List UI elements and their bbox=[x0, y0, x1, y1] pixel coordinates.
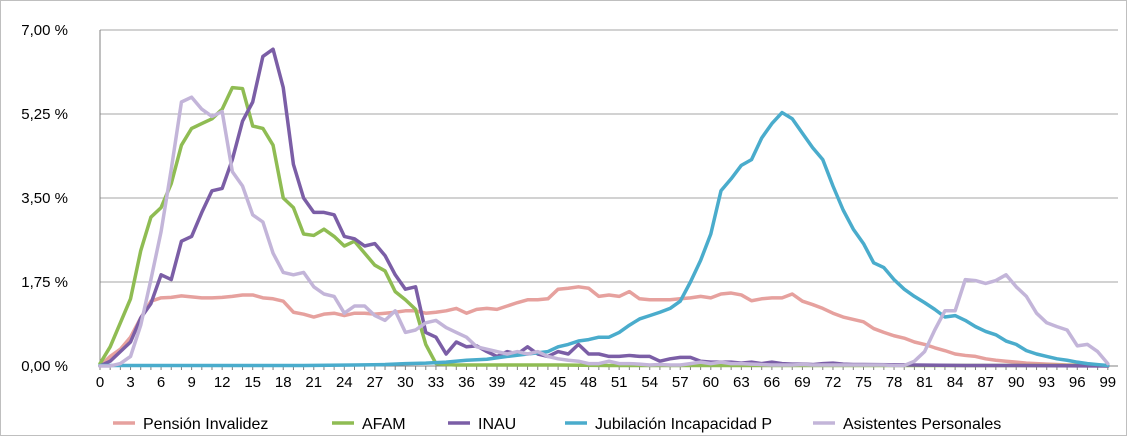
x-tick-label: 87 bbox=[977, 374, 994, 391]
x-tick-label: 27 bbox=[367, 374, 384, 391]
x-tick-label: 72 bbox=[825, 374, 842, 391]
x-tick-label: 66 bbox=[764, 374, 781, 391]
x-tick-label: 3 bbox=[126, 374, 134, 391]
series-line-4 bbox=[98, 95, 1110, 368]
legend-label: Pensión Invalidez bbox=[143, 416, 268, 433]
x-tick-label: 36 bbox=[458, 374, 475, 391]
x-tick-label: 18 bbox=[275, 374, 292, 391]
x-tick-label: 21 bbox=[305, 374, 322, 391]
y-tick-label: 0,00 % bbox=[21, 358, 68, 375]
x-tick-label: 93 bbox=[1038, 374, 1055, 391]
x-tick-label: 63 bbox=[733, 374, 750, 391]
x-tick-label: 81 bbox=[916, 374, 933, 391]
x-tick-label: 33 bbox=[428, 374, 445, 391]
legend-label: AFAM bbox=[362, 416, 406, 433]
x-tick-label: 60 bbox=[702, 374, 719, 391]
x-tick-label: 54 bbox=[641, 374, 658, 391]
plot-area bbox=[98, 47, 1110, 368]
legend-label: Jubilación Incapacidad P bbox=[595, 416, 772, 433]
x-tick-label: 96 bbox=[1069, 374, 1086, 391]
legend-label: Asistentes Personales bbox=[843, 416, 1001, 433]
x-tick-label: 99 bbox=[1099, 374, 1116, 391]
x-tick-label: 39 bbox=[489, 374, 506, 391]
x-tick-label: 57 bbox=[672, 374, 689, 391]
series-line-1 bbox=[98, 85, 1110, 368]
y-tick-label: 5,25 % bbox=[21, 106, 68, 123]
x-tick-label: 12 bbox=[214, 374, 231, 391]
x-tick-label: 69 bbox=[794, 374, 811, 391]
x-tick-label: 9 bbox=[187, 374, 195, 391]
x-tick-label: 0 bbox=[96, 374, 104, 391]
legend-label: INAU bbox=[478, 416, 516, 433]
x-tick-label: 84 bbox=[947, 374, 964, 391]
x-tick-label: 42 bbox=[519, 374, 536, 391]
x-tick-label: 15 bbox=[244, 374, 261, 391]
x-tick-label: 6 bbox=[157, 374, 165, 391]
x-tick-label: 90 bbox=[1008, 374, 1025, 391]
x-tick-label: 45 bbox=[550, 374, 567, 391]
x-tick-label: 30 bbox=[397, 374, 414, 391]
y-tick-label: 7,00 % bbox=[21, 22, 68, 39]
x-tick-label: 24 bbox=[336, 374, 353, 391]
series-line-0 bbox=[98, 285, 1110, 368]
x-tick-label: 48 bbox=[580, 374, 597, 391]
x-tick-label: 51 bbox=[611, 374, 628, 391]
x-axis: 0 3 6 9 12 15 18 21 24 27 30 33 36 39 42 45 48 51 54 57 60 63… bbox=[96, 366, 1116, 391]
y-axis: 0,00 % 1,75 % 3,50 % 5,25 % 7,00 % bbox=[21, 22, 101, 375]
y-tick-label: 1,75 % bbox=[21, 274, 68, 291]
y-tick-label: 3,50 % bbox=[21, 190, 68, 207]
legend: Pensión Invalidez AFAM INAU Jubilación Inca… bbox=[113, 416, 1001, 433]
x-tick-label: 78 bbox=[886, 374, 903, 391]
x-tick-label: 75 bbox=[855, 374, 872, 391]
